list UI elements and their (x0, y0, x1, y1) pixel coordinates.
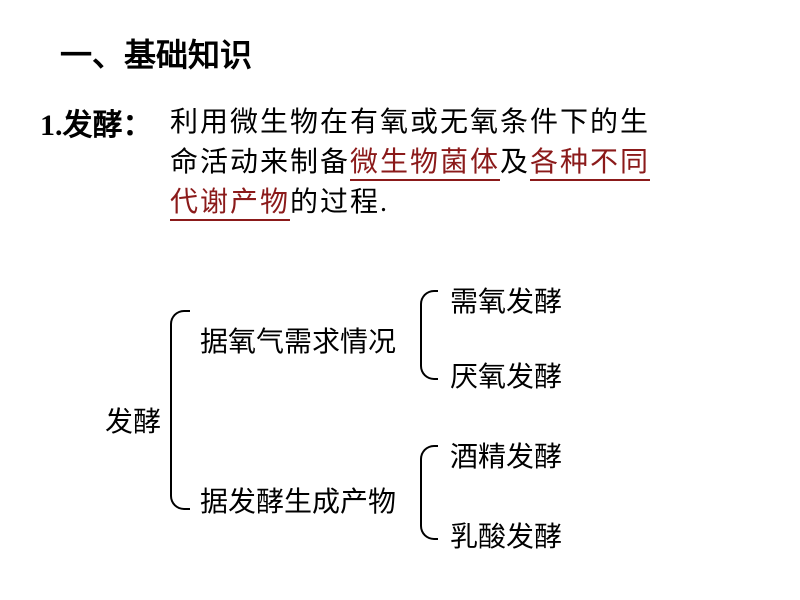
branch1-label: 据氧气需求情况 (200, 320, 396, 360)
branch1-leaf1: 需氧发酵 (450, 280, 562, 320)
section-heading: 一、基础知识 (60, 30, 252, 76)
bracket-branch2 (420, 445, 438, 540)
branch2-label: 据发酵生成产物 (200, 480, 396, 520)
def-line3-post: 的过程. (290, 187, 389, 218)
def-line2-mid: 及 (500, 147, 530, 178)
branch2-leaf1: 酒精发酵 (450, 435, 562, 475)
term-label: 1.发酵： (40, 100, 153, 144)
def-highlight2: 各种不同 (530, 147, 650, 181)
def-line2-pre: 命活动来制备 (170, 147, 350, 178)
def-highlight3: 代谢产物 (170, 187, 290, 221)
definition-line1: 利用微生物在有氧或无氧条件下的生 (170, 100, 650, 140)
branch2-leaf2: 乳酸发酵 (450, 515, 562, 555)
definition-line2: 命活动来制备微生物菌体及各种不同 (170, 140, 650, 180)
def-highlight1: 微生物菌体 (350, 147, 500, 181)
branch1-leaf2: 厌氧发酵 (450, 355, 562, 395)
diagram-root: 发酵 (105, 400, 161, 440)
definition-line3: 代谢产物的过程. (170, 180, 389, 220)
bracket-root (170, 310, 190, 510)
bracket-branch1 (420, 290, 438, 380)
